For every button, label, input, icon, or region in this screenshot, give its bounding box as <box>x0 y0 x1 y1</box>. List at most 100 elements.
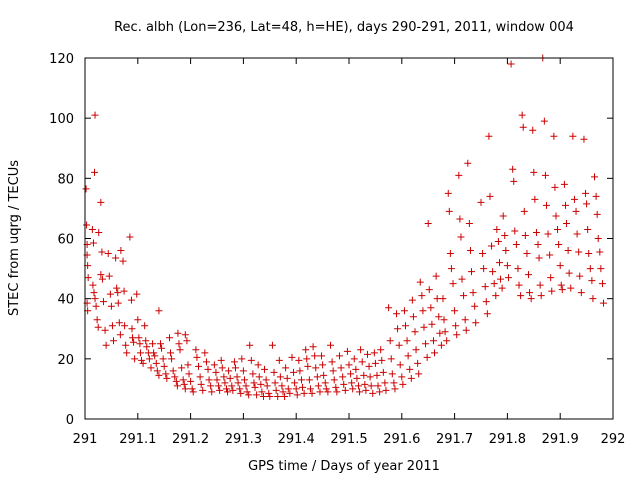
data-point <box>464 159 472 167</box>
data-point <box>202 358 210 366</box>
data-point <box>360 371 368 379</box>
data-point <box>207 382 215 390</box>
y-tick-label: 20 <box>57 353 74 368</box>
data-point <box>482 298 490 306</box>
data-point <box>263 382 271 390</box>
data-point <box>502 247 510 255</box>
data-point <box>179 376 187 384</box>
data-point <box>556 262 564 270</box>
data-point <box>105 272 113 280</box>
data-point <box>101 326 109 334</box>
data-point <box>193 353 201 361</box>
data-point <box>501 231 509 239</box>
data-point <box>134 316 142 324</box>
data-point <box>143 343 151 351</box>
data-point <box>517 292 525 300</box>
data-point <box>293 391 301 399</box>
data-point <box>512 241 520 249</box>
data-point <box>254 361 262 369</box>
data-point <box>422 340 430 348</box>
data-point <box>297 376 305 384</box>
data-point <box>580 135 588 143</box>
data-point <box>452 322 460 330</box>
data-point <box>521 231 529 239</box>
data-point <box>306 385 314 393</box>
data-point <box>108 322 116 330</box>
data-point <box>583 200 591 208</box>
data-point <box>381 379 389 387</box>
data-point <box>404 352 412 360</box>
data-point <box>299 383 307 391</box>
data-point <box>585 250 593 258</box>
data-point <box>570 195 578 203</box>
data-point <box>361 380 369 388</box>
data-point <box>341 386 349 394</box>
data-point <box>333 388 341 396</box>
x-tick-label: 291.6 <box>383 432 420 447</box>
data-point <box>145 355 153 363</box>
data-point <box>171 373 179 381</box>
data-point <box>441 328 449 336</box>
data-point <box>594 235 602 242</box>
y-axis: 0 20 40 60 80 100 120 <box>49 52 613 428</box>
data-point <box>523 250 531 258</box>
data-point <box>391 385 399 393</box>
data-point <box>330 376 338 384</box>
data-point <box>373 371 381 379</box>
data-point <box>196 373 204 381</box>
data-point <box>467 268 475 276</box>
data-point <box>176 346 184 354</box>
y-tick-label: 80 <box>57 172 74 187</box>
data-point <box>374 382 382 390</box>
data-point <box>526 289 534 297</box>
data-point <box>396 361 404 369</box>
data-point <box>460 292 468 300</box>
data-point <box>493 225 501 233</box>
data-point <box>367 382 375 390</box>
data-point <box>408 296 416 304</box>
data-point <box>563 219 571 227</box>
data-point <box>322 385 330 393</box>
data-point <box>560 180 568 188</box>
data-point <box>427 304 435 312</box>
data-point <box>304 362 312 370</box>
data-point <box>390 379 398 387</box>
data-point <box>120 287 128 295</box>
data-point <box>172 377 180 385</box>
data-point <box>388 370 396 378</box>
data-point <box>242 382 250 390</box>
data-point <box>163 374 171 382</box>
data-point <box>492 292 500 300</box>
data-point <box>485 132 493 140</box>
x-axis-label: GPS time / Days of year 2011 <box>248 459 440 474</box>
data-point <box>328 358 336 366</box>
data-point <box>480 265 488 273</box>
data-point <box>335 352 343 360</box>
data-point <box>436 329 444 337</box>
data-point <box>188 385 196 393</box>
data-point <box>319 361 327 369</box>
data-point <box>318 352 326 360</box>
data-point <box>540 117 548 125</box>
data-point <box>185 370 193 378</box>
data-point <box>558 286 566 294</box>
data-point <box>237 389 245 397</box>
data-point <box>121 322 129 330</box>
data-point <box>88 225 96 233</box>
y-tick-label: 100 <box>49 112 74 127</box>
data-point <box>447 265 455 273</box>
data-point <box>266 392 274 400</box>
data-point <box>262 376 270 384</box>
data-series-stec <box>82 54 607 400</box>
data-point <box>122 341 130 349</box>
x-tick-label: 291.4 <box>278 432 315 447</box>
data-point <box>561 201 569 209</box>
data-point <box>355 382 363 390</box>
data-point <box>181 385 189 393</box>
data-point <box>340 380 348 388</box>
data-point <box>215 382 223 390</box>
data-point <box>443 337 451 345</box>
data-point <box>149 340 157 348</box>
data-point <box>394 325 402 333</box>
data-point <box>97 198 105 206</box>
